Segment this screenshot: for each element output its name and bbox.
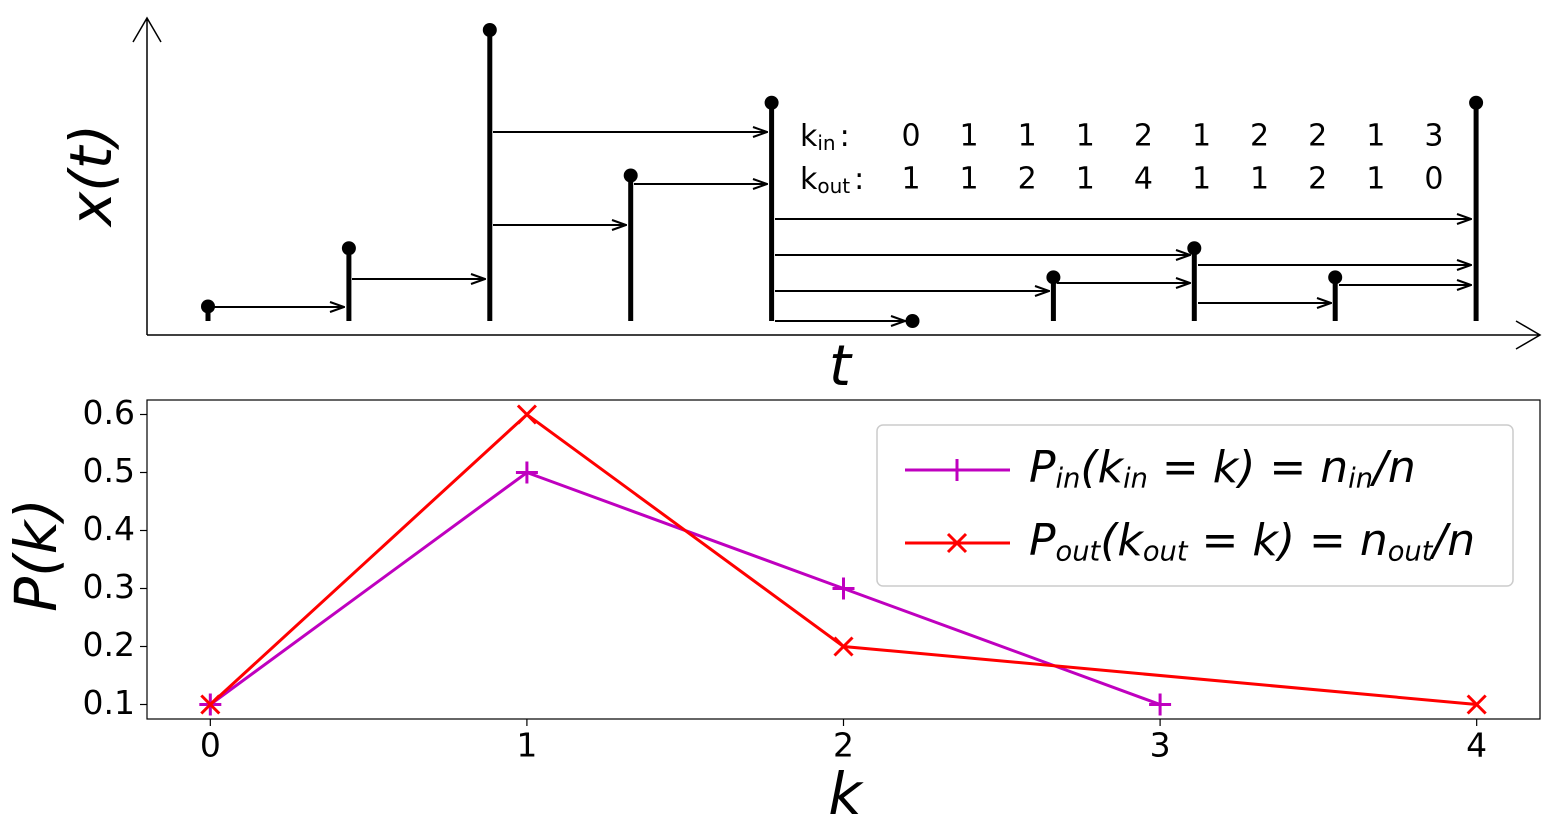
x-axis-label: k [828,760,864,819]
degree-value: 1 [1076,162,1095,197]
degree-value: 1 [901,162,920,197]
x-axis [147,320,1542,350]
point [515,461,538,484]
legend-marker [946,459,968,481]
stem-head [623,168,638,183]
y-axis-label: P(k) [2,498,70,612]
subscript: out [1143,536,1189,567]
point [1149,693,1172,716]
stem-head [482,23,497,37]
stem-head [905,314,920,328]
degree-value: 1 [1192,119,1211,154]
x-tick-label: 0 [200,726,221,765]
degree-value: 2 [1308,119,1327,154]
subscript: in [1348,463,1373,494]
x-tick-label: 4 [1466,726,1487,765]
degree-value: 2 [1308,162,1327,197]
point [200,694,221,715]
y-tick-label: 0.1 [83,683,135,722]
y-axis [132,16,162,335]
degree-value: 1 [1192,162,1211,197]
legend-label: Pout​(kout​ = k) = nout​/n [1029,515,1475,567]
point [832,577,855,600]
y-tick-label: 0.4 [83,509,135,548]
series-line [209,412,1477,706]
stem-head [1328,270,1343,285]
stem-head [1046,270,1061,285]
subscript: in [1056,463,1081,494]
subscript: out [1388,536,1434,567]
y-axis-label: x(t) [57,124,125,228]
text-part: /n [1428,515,1475,566]
y-tick-label: 0.6 [83,393,135,432]
stem-head [341,241,356,256]
row-label: kin: [800,119,850,155]
degree-value: 1 [960,119,979,154]
symbol: k [800,119,818,154]
subscript: out [1056,536,1102,567]
separator: : [854,162,864,197]
stem-head [201,299,215,314]
degree-value: 2 [1018,162,1037,197]
text-part: = k) = n [1188,515,1388,566]
x-tick-label: 2 [833,726,854,765]
degree-value: 2 [1250,119,1269,154]
degree-value: 0 [901,119,920,154]
legend [876,424,1514,587]
text-part: = k) = n [1148,442,1348,493]
x-tick-label: 1 [516,726,537,765]
x-axis-label: t [829,334,853,399]
text-part: P [1029,515,1056,566]
y-tick-label: 0.5 [83,451,135,490]
y-tick-label: 0.2 [83,625,135,664]
degree-value: 4 [1134,162,1153,197]
degree-value: 1 [1018,119,1037,154]
point [1466,694,1487,715]
text-part: (k [1080,442,1124,493]
legend-marker [946,532,968,554]
degree-value: 1 [1076,119,1095,154]
subscript: in [817,131,835,155]
point [833,636,854,657]
x-tick-label: 3 [1150,726,1171,765]
text-part: (k [1100,515,1144,566]
stem-head [1187,241,1202,256]
subscript: out [817,174,850,198]
degree-value: 3 [1424,119,1443,154]
row-label: kout: [800,162,864,198]
degree-value: 1 [1366,162,1385,197]
stem-head [764,95,779,110]
separator: : [840,119,850,154]
y-tick-label: 0.3 [83,567,135,606]
subscript: in [1123,463,1148,494]
degree-value: 1 [1366,119,1385,154]
degree-value: 0 [1424,162,1443,197]
degree-value: 1 [960,162,979,197]
text-part: P [1029,442,1056,493]
degree-value: 1 [1250,162,1269,197]
stem-head [1469,95,1484,110]
degree-value: 2 [1134,119,1153,154]
point [516,404,537,425]
edges [210,132,1471,321]
legend-label: Pin​(kin​ = k) = nin​/n [1029,442,1416,494]
symbol: k [800,162,818,197]
text-part: /n [1369,442,1416,493]
